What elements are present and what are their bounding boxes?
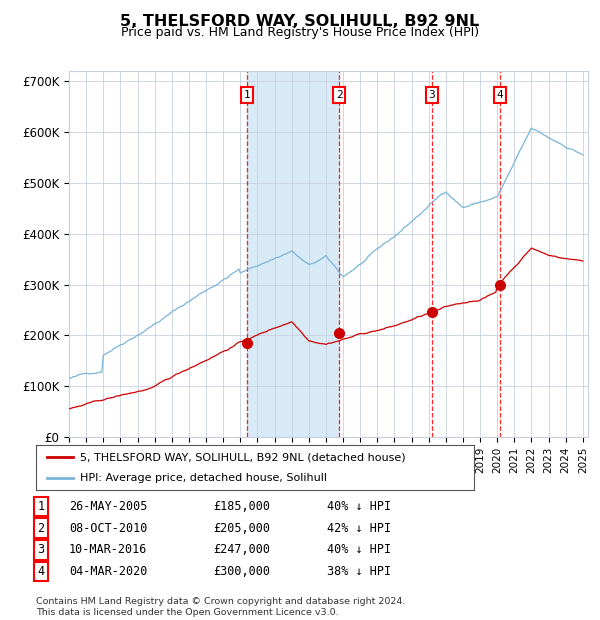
Text: £300,000: £300,000 [213, 565, 270, 578]
Text: 2: 2 [336, 90, 343, 100]
Text: HPI: Average price, detached house, Solihull: HPI: Average price, detached house, Soli… [80, 472, 327, 483]
Text: 1: 1 [37, 500, 44, 513]
Text: 1: 1 [244, 90, 251, 100]
Text: 5, THELSFORD WAY, SOLIHULL, B92 9NL: 5, THELSFORD WAY, SOLIHULL, B92 9NL [121, 14, 479, 29]
Text: 40% ↓ HPI: 40% ↓ HPI [327, 500, 391, 513]
Text: 5, THELSFORD WAY, SOLIHULL, B92 9NL (detached house): 5, THELSFORD WAY, SOLIHULL, B92 9NL (det… [80, 452, 406, 463]
Text: 38% ↓ HPI: 38% ↓ HPI [327, 565, 391, 578]
Text: 08-OCT-2010: 08-OCT-2010 [69, 522, 148, 534]
Text: 4: 4 [37, 565, 44, 578]
Text: Price paid vs. HM Land Registry's House Price Index (HPI): Price paid vs. HM Land Registry's House … [121, 26, 479, 39]
Text: 3: 3 [37, 544, 44, 556]
Text: 10-MAR-2016: 10-MAR-2016 [69, 544, 148, 556]
Text: £185,000: £185,000 [213, 500, 270, 513]
Bar [247, 71, 339, 437]
Text: 3: 3 [428, 90, 436, 100]
Text: 40% ↓ HPI: 40% ↓ HPI [327, 544, 391, 556]
Text: 2: 2 [37, 522, 44, 534]
Text: 4: 4 [497, 90, 503, 100]
Text: Contains HM Land Registry data © Crown copyright and database right 2024.
This d: Contains HM Land Registry data © Crown c… [36, 598, 406, 617]
Text: 26-MAY-2005: 26-MAY-2005 [69, 500, 148, 513]
Text: 04-MAR-2020: 04-MAR-2020 [69, 565, 148, 578]
Text: £205,000: £205,000 [213, 522, 270, 534]
Text: 42% ↓ HPI: 42% ↓ HPI [327, 522, 391, 534]
Text: £247,000: £247,000 [213, 544, 270, 556]
